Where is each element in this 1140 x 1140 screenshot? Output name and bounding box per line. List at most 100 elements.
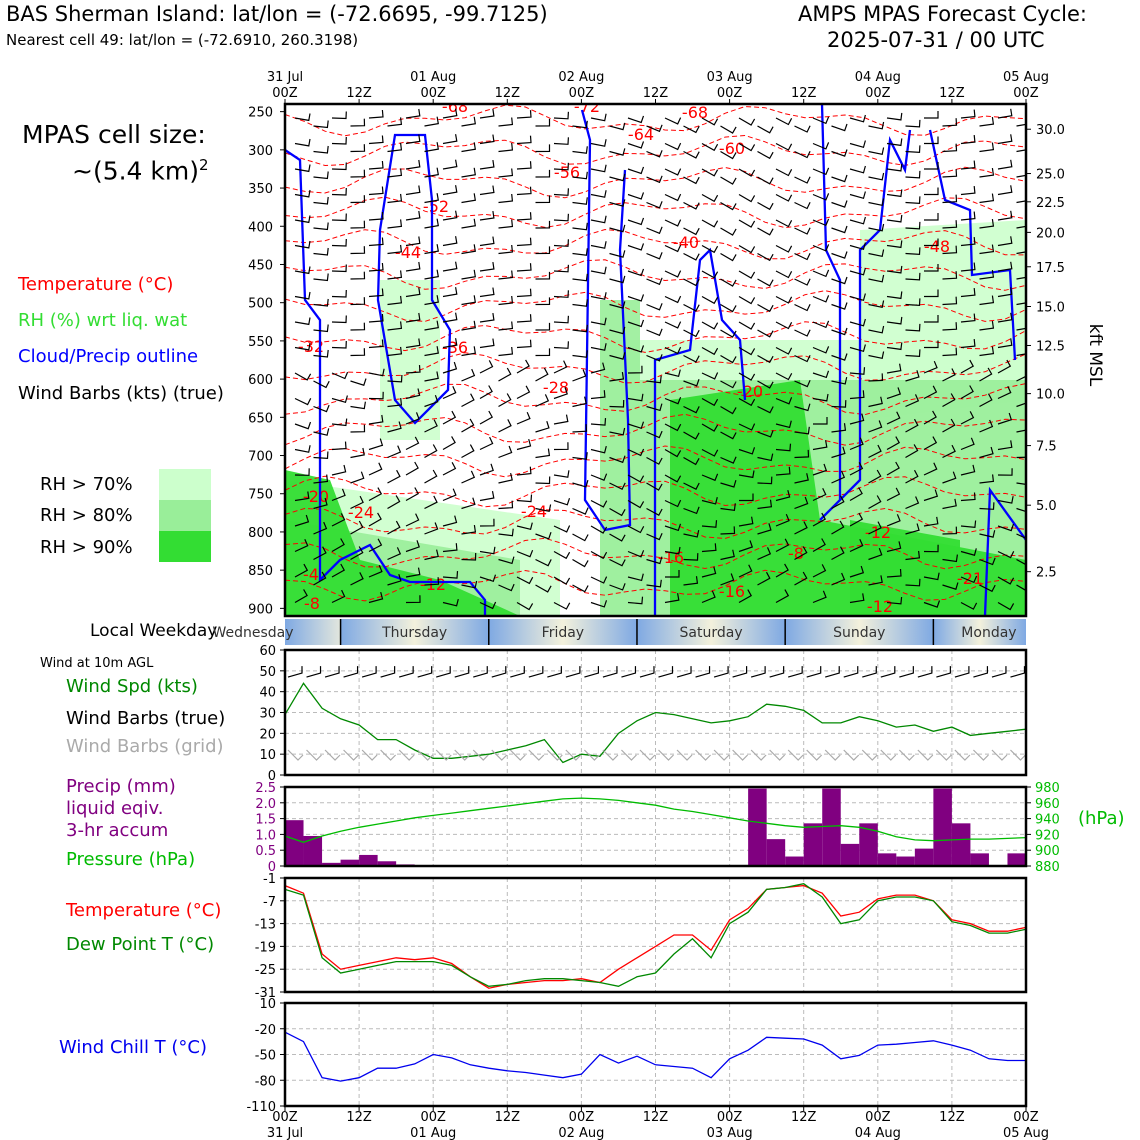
upper-air-wind-barb: [794, 521, 808, 535]
weekday-name: Sunday: [833, 625, 885, 641]
upper-air-wind-barb: [479, 360, 494, 374]
legend-rh: RH (%) wrt liq. wat: [18, 310, 188, 331]
pressure-ytick-label: 980: [1035, 781, 1060, 796]
temp-panel-ytick-label: -25: [255, 963, 276, 978]
upper-air-wind-barb: [923, 462, 938, 476]
top-time-tick-label: 00Z: [420, 86, 446, 101]
upper-air-wind-barb: [627, 448, 645, 457]
upper-air-wind-barb: [775, 295, 793, 304]
upper-air-wind-barb: [331, 488, 346, 502]
upper-air-wind-barb: [387, 469, 401, 484]
upper-air-wind-barb: [442, 515, 458, 527]
kft-tick-label: 20.0: [1036, 226, 1065, 241]
upper-air-wind-barb: [664, 499, 682, 508]
upper-air-wind-barb: [1016, 251, 1026, 255]
upper-air-wind-barb: [794, 201, 811, 210]
upper-air-wind-barb: [775, 321, 793, 330]
temperature-contour: [285, 507, 1026, 540]
surface-grid-wind-barb: [417, 749, 434, 761]
upper-air-wind-barb: [442, 410, 457, 425]
upper-air-wind-barb: [405, 365, 421, 374]
upper-air-wind-barb: [405, 210, 421, 221]
temp-panel-ytick-label: -19: [255, 940, 276, 955]
upper-air-wind-barb: [424, 522, 439, 535]
upper-air-wind-barb: [368, 313, 384, 323]
upper-air-wind-barb: [979, 270, 995, 280]
upper-air-wind-barb: [812, 512, 827, 527]
surface-true-wind-barb: [676, 666, 692, 678]
temp-panel-ytick-label: -1: [263, 872, 276, 887]
upper-air-wind-barb: [868, 249, 885, 258]
surface-grid-wind-barb: [824, 749, 841, 761]
upper-air-wind-barb: [553, 239, 569, 247]
precip-panel-frame: [283, 785, 1028, 868]
rh90-region: [850, 520, 960, 616]
upper-air-wind-barb: [738, 516, 754, 527]
weekday-band: [488, 619, 637, 645]
upper-air-wind-barb: [812, 564, 827, 578]
top-time-tick-label: 00Z: [272, 86, 298, 101]
upper-air-wind-barb: [683, 553, 699, 561]
upper-air-wind-barb: [498, 321, 514, 331]
upper-air-wind-barb: [923, 385, 938, 400]
surface-grid-wind-barb: [750, 749, 767, 761]
bottom-date-label: 02 Aug: [558, 1126, 604, 1140]
upper-air-wind-barb: [979, 393, 993, 408]
upper-air-wind-barb: [535, 297, 551, 306]
upper-air-wind-barb: [498, 472, 513, 484]
precip-panel-ytick-label: 2.0: [255, 797, 276, 812]
upper-air-wind-barb: [498, 500, 514, 510]
bottom-time-tick-label: 00Z: [272, 1110, 298, 1125]
upper-air-wind-barb: [479, 546, 496, 555]
weekday-band: [340, 619, 489, 645]
upper-air-wind-barb: [313, 380, 330, 389]
upper-air-wind-barb: [294, 421, 312, 430]
upper-air-wind-barb: [812, 393, 829, 402]
bottom-date-label: 31 Jul: [267, 1126, 303, 1140]
kft-tick-label: 5.0: [1036, 499, 1057, 514]
temperature-contour: [285, 134, 1026, 167]
upper-air-wind-barb: [979, 502, 995, 510]
temperature-contour-label: -12: [867, 597, 893, 616]
temperature-contour: [285, 569, 1026, 602]
upper-air-wind-barb: [720, 303, 737, 313]
upper-air-wind-barb: [368, 135, 384, 145]
upper-air-wind-barb: [572, 248, 588, 256]
bottom-date-label: 03 Aug: [707, 1126, 753, 1140]
upper-air-wind-barb: [479, 385, 493, 400]
upper-air-wind-barb: [350, 297, 366, 306]
upper-air-wind-barb: [646, 430, 663, 439]
upper-air-wind-barb: [997, 550, 1015, 559]
upper-air-wind-barb: [849, 216, 866, 225]
upper-air-wind-barb: [849, 413, 865, 425]
upper-air-wind-barb: [683, 456, 700, 466]
temperature-contour-label: -72: [574, 97, 600, 116]
temp-panel-ytick-label: -31: [255, 986, 276, 1001]
temperature-contour: [285, 475, 1026, 508]
upper-air-wind-barb: [997, 576, 1015, 585]
upper-air-wind-barb: [479, 436, 494, 451]
surface-true-wind-barb: [880, 666, 896, 678]
bottom-time-tick-label: 12Z: [346, 1110, 372, 1125]
upper-air-wind-barb: [942, 418, 956, 433]
upper-air-wind-barb: [609, 173, 626, 182]
upper-air-wind-barb: [683, 252, 700, 261]
upper-air-wind-barb: [683, 278, 700, 287]
wind-chill-label: Wind Chill T (°C): [59, 1037, 207, 1058]
upper-air-wind-barb: [479, 463, 494, 476]
upper-air-wind-barb: [387, 193, 403, 204]
upper-air-wind-barb: [535, 421, 550, 433]
upper-air-wind-barb: [757, 329, 774, 338]
upper-air-wind-barb: [812, 346, 830, 354]
upper-air-wind-barb: [849, 293, 866, 302]
upper-air-wind-barb: [683, 201, 700, 210]
upper-air-wind-barb: [442, 261, 458, 272]
surface-grid-wind-barb: [769, 749, 786, 761]
upper-air-wind-barb: [794, 252, 811, 261]
upper-air-wind-barb: [923, 360, 938, 374]
upper-air-wind-barb: [461, 320, 476, 331]
upper-air-wind-barb: [664, 423, 682, 432]
surface-grid-wind-barb: [454, 749, 471, 761]
upper-air-wind-barb: [905, 221, 921, 230]
wind-speed-line: [284, 682, 1027, 764]
